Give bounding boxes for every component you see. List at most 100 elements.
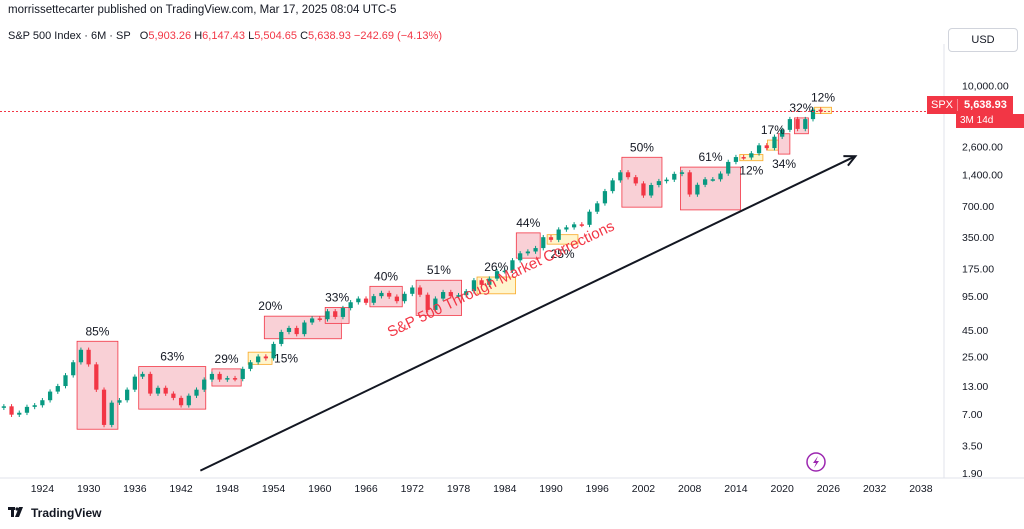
- y-tick-label: 1.90: [962, 468, 983, 480]
- candle-body: [548, 237, 554, 240]
- candle-body: [78, 349, 84, 363]
- candle-body: [726, 161, 731, 174]
- candle-body: [225, 378, 230, 380]
- candle-body: [610, 180, 615, 192]
- candle-body: [132, 376, 137, 390]
- trend-arrow-line: [199, 155, 856, 472]
- chart-annotation: S&P 500 Through Market Corrections: [385, 218, 617, 341]
- candle-body: [810, 109, 816, 120]
- candle-body: [818, 109, 823, 112]
- x-tick-label: 1972: [401, 483, 425, 495]
- y-tick-label: 13.00: [962, 381, 988, 393]
- correction-box: [515, 232, 541, 259]
- correction-label: 44%: [516, 216, 540, 230]
- candle-body: [410, 287, 415, 294]
- candle-body: [756, 145, 762, 154]
- correction-label: 51%: [427, 263, 451, 277]
- candle-body: [379, 292, 384, 297]
- correction-label: 63%: [160, 350, 184, 364]
- tradingview-logo[interactable]: TradingView: [8, 506, 101, 520]
- candle-body: [718, 173, 723, 180]
- candle-body: [194, 389, 199, 396]
- correction-box: [211, 368, 242, 387]
- candle-body: [656, 181, 661, 186]
- y-tick-label: 2,600.00: [962, 142, 1003, 154]
- candle-body: [494, 271, 500, 279]
- lightning-icon: [806, 452, 826, 472]
- candle-body: [772, 136, 777, 149]
- correction-label: 50%: [630, 140, 654, 154]
- correction-label: 17%: [761, 123, 785, 137]
- candle-body: [248, 362, 253, 369]
- x-tick-label: 1954: [262, 483, 286, 495]
- candle-body: [40, 400, 45, 406]
- candle-body: [641, 183, 646, 196]
- candle-body: [541, 237, 546, 249]
- correction-label: 25%: [551, 247, 575, 261]
- candle-body: [679, 172, 685, 174]
- candle-body: [9, 406, 14, 415]
- candle-body: [664, 179, 669, 182]
- candle-body: [47, 391, 53, 401]
- candle-body: [487, 278, 492, 285]
- x-tick-label: 1942: [169, 483, 193, 495]
- y-tick-label: 45.00: [962, 325, 988, 337]
- correction-box: [415, 279, 462, 316]
- candle-body: [402, 293, 407, 302]
- legend-low: 5,504.65: [254, 30, 298, 42]
- candle-body: [263, 356, 268, 359]
- x-tick-label: 1990: [539, 483, 563, 495]
- last-price-badge: SPX 5,638.93: [927, 96, 1013, 114]
- y-tick-label: 1,400.00: [962, 170, 1003, 182]
- candle-body: [510, 260, 515, 271]
- tradingview-logo-icon: [8, 507, 23, 517]
- candle-body: [240, 368, 245, 379]
- candle-body: [425, 294, 430, 310]
- candle-body: [117, 400, 122, 403]
- legend-high-label: H: [194, 30, 203, 42]
- candle-body: [787, 119, 792, 130]
- candle-body: [317, 318, 322, 320]
- candle-body: [232, 378, 238, 380]
- candle-body: [294, 327, 299, 335]
- x-tick-label: 2008: [678, 483, 702, 495]
- correction-label: 32%: [789, 101, 813, 115]
- y-tick-label: 95.00: [962, 291, 988, 303]
- currency-button[interactable]: USD: [948, 28, 1018, 52]
- candle-body: [17, 412, 22, 415]
- candle-body: [302, 322, 307, 335]
- tradingview-brand: TradingView: [31, 506, 102, 520]
- y-tick-label: 25.00: [962, 351, 988, 363]
- candle-body: [209, 373, 215, 380]
- price-badge-symbol: SPX: [927, 99, 959, 111]
- y-tick-label: 7.00: [962, 409, 983, 421]
- candle-body: [749, 153, 754, 158]
- candle-body: [71, 362, 76, 376]
- x-tick-label: 2002: [632, 483, 656, 495]
- candle-body: [271, 343, 276, 359]
- x-tick-label: 2020: [770, 483, 794, 495]
- y-tick-label: 350.00: [962, 232, 994, 244]
- candle-body: [279, 331, 284, 344]
- correction-box: [814, 106, 832, 114]
- candle-body: [63, 375, 68, 387]
- correction-box: [546, 234, 579, 245]
- legend-symbol[interactable]: S&P 500 Index · 6M · SP: [8, 30, 131, 42]
- candle-body: [464, 291, 469, 296]
- candle-body: [286, 327, 292, 332]
- correction-label: 61%: [698, 150, 722, 164]
- candle-body: [356, 298, 361, 303]
- correction-label: 12%: [739, 164, 763, 178]
- candle-body: [448, 292, 453, 297]
- candle-body: [579, 224, 584, 226]
- legend-close-label: C: [300, 30, 309, 42]
- candle-body: [417, 287, 423, 295]
- legend-high: 6,147.43: [202, 30, 245, 42]
- candle-body: [363, 298, 369, 303]
- candle-body: [471, 280, 477, 292]
- candle-body: [456, 295, 461, 297]
- candle-body: [702, 179, 708, 185]
- candle-body: [795, 119, 800, 129]
- candle-body: [1, 406, 6, 408]
